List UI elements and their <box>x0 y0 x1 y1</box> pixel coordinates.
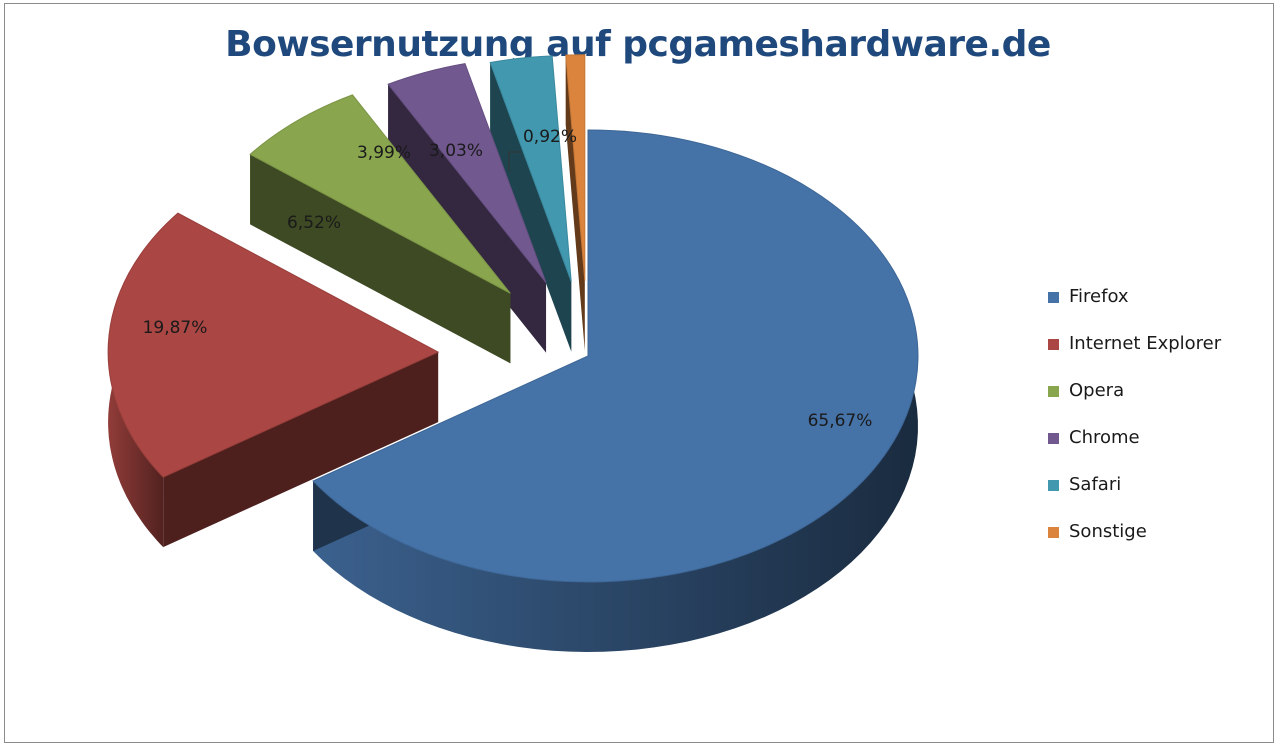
pie-slice-face <box>250 154 511 364</box>
legend-item: Chrome <box>1048 425 1273 472</box>
legend-item: Opera <box>1048 378 1273 425</box>
pie-slice <box>489 55 572 282</box>
legend-label: Internet Explorer <box>1069 333 1222 354</box>
pie-slice <box>565 54 586 281</box>
legend-swatch <box>1048 292 1059 303</box>
chart-title: Bowsernutzung auf pcgameshardware.de <box>225 24 1051 65</box>
data-label: 6,52% <box>287 213 341 233</box>
data-label: 19,87% <box>143 318 208 338</box>
pie-slice <box>249 94 511 294</box>
pie-slice <box>107 212 440 478</box>
legend-item: Sonstige <box>1048 519 1273 566</box>
legend-swatch <box>1048 386 1059 397</box>
leader-line <box>508 151 521 172</box>
legend-label: Chrome <box>1069 427 1140 448</box>
legend-item: Firefox <box>1048 284 1273 331</box>
pie-slice-face <box>565 55 585 351</box>
legend: Firefox Internet Explorer Opera Chrome S… <box>1048 284 1273 566</box>
pie-slice <box>387 63 547 283</box>
data-label: 65,67% <box>808 411 873 431</box>
legend-label: Sonstige <box>1069 521 1147 542</box>
data-label: 3,03% <box>429 141 483 161</box>
pie-slice-face <box>388 84 547 353</box>
data-label: 0,92% <box>523 127 577 147</box>
legend-item: Safari <box>1048 472 1273 519</box>
legend-label: Opera <box>1069 380 1125 401</box>
pie-slice <box>312 129 919 583</box>
pie-slice-face <box>490 62 572 352</box>
legend-item: Internet Explorer <box>1048 331 1273 378</box>
legend-swatch <box>1048 339 1059 350</box>
legend-label: Firefox <box>1069 286 1129 307</box>
legend-swatch <box>1048 480 1059 491</box>
legend-swatch <box>1048 433 1059 444</box>
legend-swatch <box>1048 527 1059 538</box>
legend-label: Safari <box>1069 474 1122 495</box>
pie-slice-face <box>163 352 439 548</box>
data-label: 3,99% <box>357 143 411 163</box>
